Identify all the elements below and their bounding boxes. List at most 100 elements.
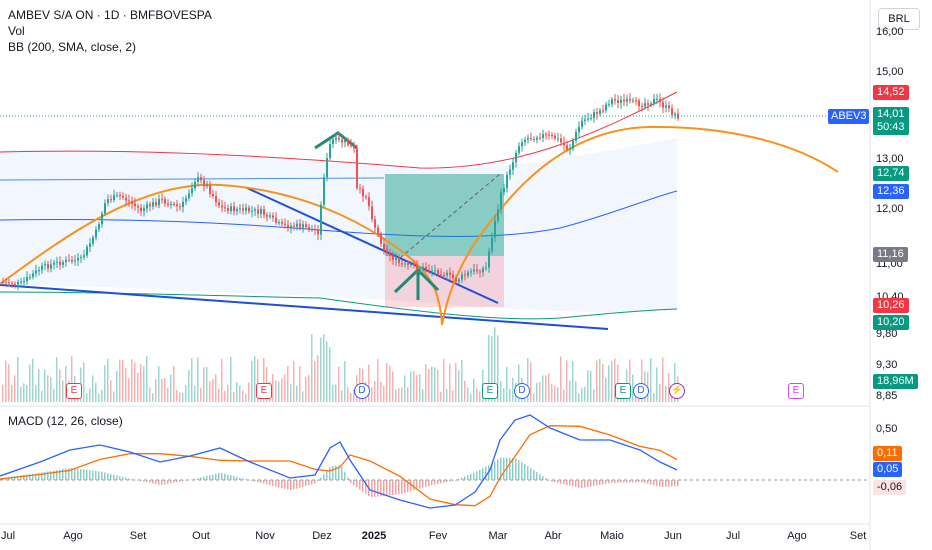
price-tick: 9,80 bbox=[876, 328, 898, 340]
macd-histogram-bar bbox=[290, 480, 292, 491]
candle-body bbox=[110, 199, 112, 201]
macd-histogram-bar bbox=[581, 480, 583, 489]
volume-bar bbox=[395, 389, 397, 402]
volume-bar bbox=[131, 359, 133, 402]
position-profit-zone[interactable] bbox=[385, 174, 504, 256]
macd-histogram-bar bbox=[221, 472, 223, 480]
macd-histogram-bar bbox=[389, 480, 391, 496]
candle-body bbox=[173, 203, 175, 205]
earnings-icon[interactable]: E bbox=[482, 383, 498, 399]
candle-body bbox=[353, 145, 355, 149]
volume-bar bbox=[446, 388, 448, 402]
volume-bar bbox=[389, 365, 391, 402]
candle-body bbox=[278, 222, 280, 224]
macd-histogram-bar bbox=[632, 480, 634, 483]
macd-histogram-bar bbox=[170, 480, 172, 484]
candle-body bbox=[299, 223, 301, 228]
time-tick: Nov bbox=[255, 530, 275, 542]
volume-bar bbox=[47, 375, 49, 402]
macd-histogram-bar bbox=[176, 480, 178, 483]
candle-body bbox=[137, 206, 139, 208]
volume-bar bbox=[632, 374, 634, 402]
volume-bar bbox=[248, 382, 250, 402]
earnings-icon[interactable]: E bbox=[615, 383, 631, 399]
macd-histogram-bar bbox=[209, 475, 211, 480]
volume-legend[interactable]: Vol bbox=[8, 24, 25, 38]
macd-histogram-bar bbox=[578, 480, 580, 488]
candle-body bbox=[617, 100, 619, 104]
macd-legend[interactable]: MACD (12, 26, close) bbox=[8, 414, 123, 428]
candle-body bbox=[386, 249, 388, 252]
bb-legend[interactable]: BB (200, SMA, close, 2) bbox=[8, 40, 137, 54]
candle-body bbox=[203, 180, 205, 187]
volume-bar bbox=[158, 365, 160, 402]
macd-histogram-bar bbox=[428, 480, 430, 486]
candle-body bbox=[437, 270, 439, 275]
horizontal-ray[interactable] bbox=[0, 177, 385, 181]
candle-body bbox=[347, 139, 349, 145]
earnings-icon[interactable]: E bbox=[66, 383, 82, 399]
earnings-icon[interactable]: E bbox=[256, 383, 272, 399]
volume-bar bbox=[17, 357, 19, 402]
macd-histogram-bar bbox=[122, 476, 124, 480]
candle-body bbox=[92, 237, 94, 244]
candle-body bbox=[89, 243, 91, 247]
candle-body bbox=[281, 222, 283, 224]
candle-body bbox=[380, 233, 382, 244]
macd-histogram-bar bbox=[287, 480, 289, 490]
macd-histogram-bar bbox=[284, 480, 286, 489]
volume-bar bbox=[254, 356, 256, 402]
candle-body bbox=[575, 132, 577, 141]
macd-histogram-bar bbox=[218, 473, 220, 480]
currency-button[interactable]: BRL bbox=[878, 8, 920, 30]
dividend-icon[interactable]: D bbox=[633, 383, 649, 399]
candle-body bbox=[557, 138, 559, 140]
time-tick: Out bbox=[192, 530, 210, 542]
candle-body bbox=[242, 208, 244, 211]
volume-bar bbox=[275, 380, 277, 402]
volume-bar bbox=[536, 382, 538, 402]
future-earnings-icon[interactable]: E bbox=[788, 383, 804, 399]
dividend-icon[interactable]: D bbox=[514, 383, 530, 399]
candle-body bbox=[71, 259, 73, 262]
macd-histogram-bar bbox=[497, 459, 499, 480]
dividend-icon[interactable]: D bbox=[354, 383, 370, 399]
candle-body bbox=[407, 263, 409, 266]
volume-bar bbox=[431, 366, 433, 402]
volume-bar bbox=[98, 393, 100, 402]
macd-histogram-bar bbox=[611, 480, 613, 483]
volume-bar bbox=[209, 381, 211, 402]
bb-upper-line bbox=[0, 91, 678, 169]
volume-bar bbox=[554, 385, 556, 402]
macd-histogram-bar bbox=[83, 469, 85, 480]
volume-bar bbox=[428, 368, 430, 402]
arrow-up-marker-2[interactable] bbox=[393, 267, 440, 300]
volume-bar bbox=[11, 385, 13, 402]
trendline-support[interactable] bbox=[0, 284, 609, 330]
macd-histogram-bar bbox=[311, 480, 313, 485]
symbol-tag[interactable]: ABEV3 bbox=[828, 109, 870, 124]
volume-bar bbox=[452, 390, 454, 402]
split-icon[interactable]: ⚡ bbox=[669, 383, 685, 399]
volume-bar bbox=[593, 389, 595, 402]
macd-histogram-bar bbox=[110, 473, 112, 480]
candle-body bbox=[665, 105, 667, 108]
candle-body bbox=[548, 134, 550, 136]
volume-bar bbox=[374, 381, 376, 402]
volume-bar bbox=[44, 369, 46, 402]
candle-body bbox=[371, 206, 373, 220]
macd-histogram-bar bbox=[653, 480, 655, 486]
macd-histogram-bar bbox=[671, 480, 673, 487]
candle-body bbox=[287, 224, 289, 229]
candle-body bbox=[590, 117, 592, 119]
symbol-title[interactable]: AMBEV S/A ON · 1D · BMFBOVESPA bbox=[8, 8, 212, 22]
price-tick: 8,85 bbox=[876, 390, 898, 402]
volume-bar bbox=[5, 360, 7, 402]
macd-histogram-bar bbox=[635, 480, 637, 483]
volume-bar bbox=[605, 377, 607, 402]
volume-bar bbox=[293, 361, 295, 402]
macd-histogram-bar bbox=[602, 480, 604, 485]
volume-bar bbox=[143, 366, 145, 402]
candle-body bbox=[497, 209, 499, 221]
